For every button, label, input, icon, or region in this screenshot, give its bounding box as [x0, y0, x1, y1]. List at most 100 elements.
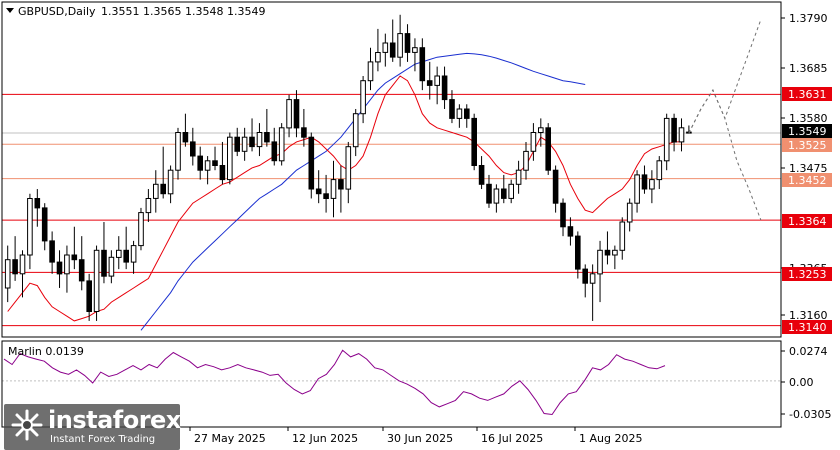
candle-down — [293, 99, 300, 129]
candle-up — [27, 198, 33, 256]
level-label: 1.3140 — [788, 321, 827, 334]
candle-down — [212, 160, 218, 167]
fast-ma-line — [7, 75, 682, 322]
level-label-bg — [782, 87, 832, 101]
candle-down — [426, 80, 433, 86]
forecast-layer — [688, 19, 762, 221]
indicator-axis: 0.0274 0.00 -0.0305 — [781, 345, 831, 421]
indicator-label: Marlin 0.0139 — [8, 345, 84, 358]
candle-down — [190, 141, 196, 157]
candle-down — [249, 136, 255, 148]
forecast-path — [688, 19, 762, 134]
candle-up — [515, 169, 522, 185]
candle-up — [345, 146, 352, 190]
candle-up — [589, 273, 596, 284]
candle-down — [486, 183, 492, 204]
watermark-name: instaforex — [48, 406, 181, 434]
candle-down — [449, 99, 455, 119]
candle-up — [4, 259, 11, 289]
candle-down — [101, 249, 107, 277]
watermark-tagline: Instant Forex Trading — [50, 434, 156, 445]
candle-up — [352, 113, 359, 148]
candle-down — [389, 42, 396, 58]
price-tick: 1.3790 — [789, 12, 828, 25]
level-labels: 1.3631 1.3525 1.3452 1.3364 1.3253 1.314… — [782, 87, 832, 334]
candle-down — [71, 254, 78, 261]
candle-up — [523, 150, 529, 171]
candle-up — [597, 249, 603, 275]
indicator-tick: -0.0305 — [789, 408, 831, 421]
indicator-panel-frame — [1, 340, 782, 428]
candle-down — [545, 127, 552, 171]
level-label: 1.3452 — [788, 174, 827, 187]
instaforex-logo: instaforex Instant Forex Trading — [4, 404, 181, 450]
candle-down — [308, 136, 315, 190]
candle-up — [434, 75, 440, 86]
candle-up — [241, 136, 248, 152]
candle-down — [56, 261, 63, 275]
candle-up — [530, 132, 537, 152]
date-tick: 1 Aug 2025 — [579, 432, 642, 445]
candle-down — [41, 207, 48, 242]
candle-down — [478, 165, 485, 185]
candle-up — [612, 249, 618, 256]
candle-up — [360, 80, 366, 115]
candle-down — [234, 136, 240, 152]
candle-up — [649, 179, 655, 190]
triangle-down-icon[interactable] — [6, 8, 14, 13]
candle-down — [671, 117, 677, 143]
candle-up — [619, 221, 626, 251]
candle-down — [264, 132, 270, 143]
candle-down — [471, 117, 477, 166]
candle-down — [641, 174, 648, 190]
indicator-layer — [2, 349, 781, 416]
candle-down — [78, 259, 85, 282]
candle-down — [464, 108, 470, 119]
candle-up — [382, 42, 389, 53]
indicator-tick: 0.0274 — [789, 345, 828, 358]
date-tick: 16 Jul 2025 — [481, 432, 543, 445]
candle-down — [582, 268, 589, 284]
candle-up — [175, 132, 181, 171]
levels-layer — [2, 93, 781, 327]
candle-up — [227, 136, 233, 181]
level-label: 1.3631 — [788, 88, 827, 101]
candle-down — [219, 165, 226, 181]
level-label-bg — [782, 214, 832, 228]
candle-down — [501, 188, 507, 199]
candle-up — [278, 127, 285, 162]
candle-up — [256, 132, 263, 148]
level-label: 1.3364 — [788, 215, 827, 228]
candle-up — [493, 188, 500, 204]
candle-up — [286, 99, 292, 129]
candle-up — [130, 245, 137, 263]
date-tick: 12 Jun 2025 — [292, 432, 358, 445]
candle-up — [367, 61, 374, 82]
candle-down — [567, 226, 574, 237]
candle-down — [34, 198, 41, 209]
candle-up — [153, 183, 159, 199]
candle-down — [315, 188, 322, 195]
candle-down — [197, 155, 203, 171]
candle-up — [108, 256, 115, 277]
price-tick: 1.3475 — [789, 162, 828, 175]
candle-up — [634, 174, 640, 204]
date-tick: 30 Jun 2025 — [387, 432, 453, 445]
candle-down — [560, 202, 566, 228]
candles-layer — [4, 14, 692, 321]
date-axis: 27 May 2025 12 Jun 2025 30 Jun 2025 16 J… — [189, 427, 642, 445]
candle-down — [323, 193, 329, 200]
candle-down — [49, 240, 55, 263]
candle-down — [12, 259, 18, 275]
marlin-line — [3, 349, 666, 416]
candle-up — [93, 249, 100, 313]
fast-ma-layer — [7, 75, 682, 322]
current-price-label: 1.3549 — [788, 125, 827, 138]
candle-up — [538, 127, 544, 134]
candle-up — [456, 108, 463, 119]
candle-up — [138, 212, 144, 247]
candle-up — [626, 202, 633, 223]
candle-up — [397, 33, 403, 58]
